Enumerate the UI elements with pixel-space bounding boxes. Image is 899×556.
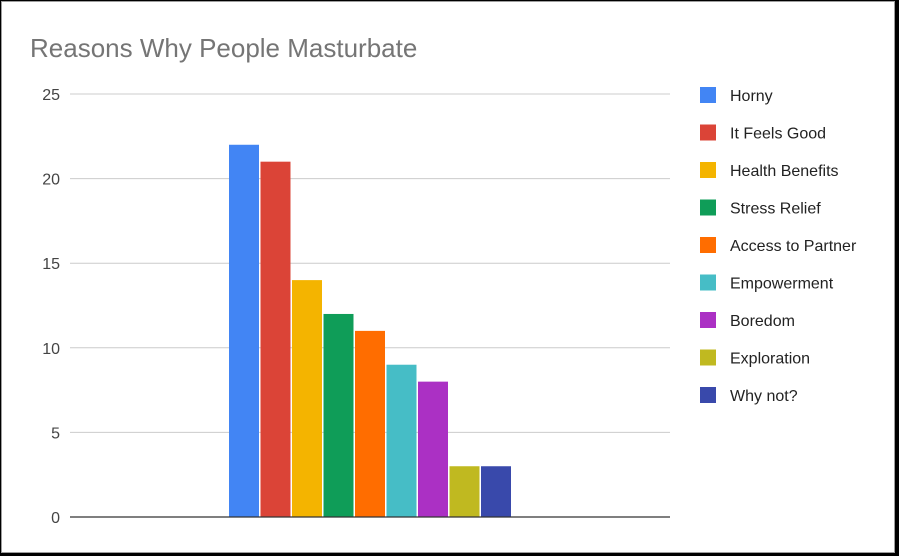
legend: Horny It Feels Good Health Benefits Stress … [700,87,857,405]
legend-swatch [700,349,716,366]
y-tick-label: 10 [42,341,60,358]
legend-swatch [700,199,716,216]
legend-label: Health Benefits [730,163,839,180]
legend-swatch [700,312,716,328]
y-tick-label: 15 [42,256,60,273]
bar-boredom [418,381,448,517]
legend-label: Why not? [730,388,798,405]
bar-health-benefits [292,280,322,517]
bar-access-to-partner [355,330,385,517]
chart-title: Reasons Why People Masturbate [30,33,417,63]
bar-horny [229,144,259,517]
y-tick-label: 20 [42,172,60,189]
y-tick-label: 25 [42,87,60,104]
bar-empowerment [386,364,417,517]
legend-swatch [700,162,716,178]
legend-swatch [700,124,716,141]
legend-label: Boredom [730,313,795,330]
legend-label: Empowerment [730,276,834,293]
legend-swatch [700,87,716,103]
bar-exploration [449,466,480,517]
legend-swatch [700,237,716,253]
legend-swatch [700,274,716,291]
bars [229,144,511,517]
legend-label: Exploration [730,351,810,368]
bar-it-feels-good [260,161,291,517]
y-axis-ticks: 0 5 10 15 20 25 [42,87,60,527]
y-tick-label: 5 [51,425,60,442]
legend-label: It Feels Good [730,126,826,143]
legend-label: Access to Partner [730,238,857,255]
y-tick-label: 0 [51,510,60,527]
legend-swatch [700,387,716,403]
bar-why-not [481,466,511,517]
bar-stress-relief [323,313,354,517]
legend-label: Stress Relief [730,201,821,218]
legend-label: Horny [730,88,773,105]
